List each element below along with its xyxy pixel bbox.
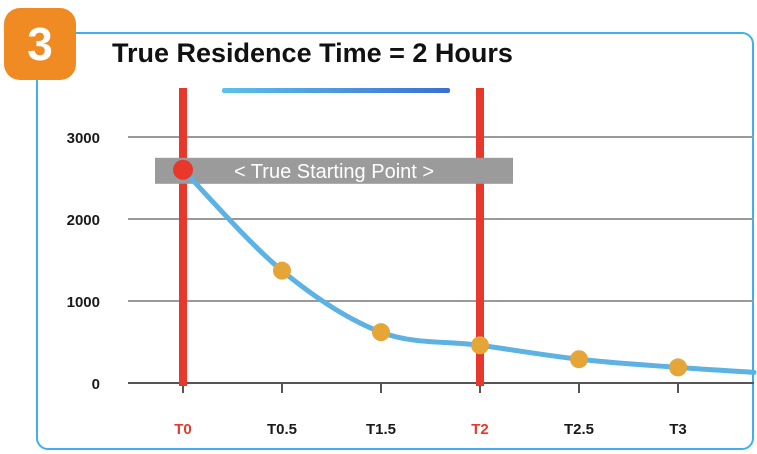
annotation-label: < True Starting Point > — [234, 161, 434, 183]
annotation-box — [155, 157, 513, 184]
x-tick-layer: T0 T0.5 T1.5 T2 T2.5 T3 — [174, 421, 687, 438]
annotation-layer: < True Starting Point > — [155, 157, 513, 184]
y-tick-layer: 0 1000 2000 3000 — [67, 130, 100, 393]
x-tick-label: T2 — [471, 421, 489, 438]
grid-layer — [128, 136, 754, 393]
point-layer — [173, 159, 687, 377]
series-line — [180, 167, 757, 375]
title-underline — [222, 88, 450, 93]
x-tick-label: T0 — [174, 421, 192, 438]
x-tick-label: T3 — [669, 421, 687, 438]
data-point — [669, 358, 687, 377]
y-tick-label: 2000 — [67, 212, 100, 229]
x-tick-label: T2.5 — [564, 421, 594, 438]
y-tick-label: 3000 — [67, 130, 100, 147]
chart-frame — [36, 32, 754, 450]
y-tick-label: 1000 — [67, 294, 100, 311]
x-tick-label: T0.5 — [267, 421, 297, 438]
start-point — [173, 159, 193, 180]
data-point — [471, 336, 489, 355]
chart-title: True Residence Time = 2 Hours — [112, 38, 513, 68]
x-tick-label: T1.5 — [366, 421, 396, 438]
series-layer — [180, 167, 757, 375]
step-badge: 3 — [4, 8, 76, 80]
data-point — [372, 323, 390, 342]
data-point — [273, 261, 291, 280]
data-point — [570, 350, 588, 369]
y-tick-label: 0 — [92, 376, 100, 393]
